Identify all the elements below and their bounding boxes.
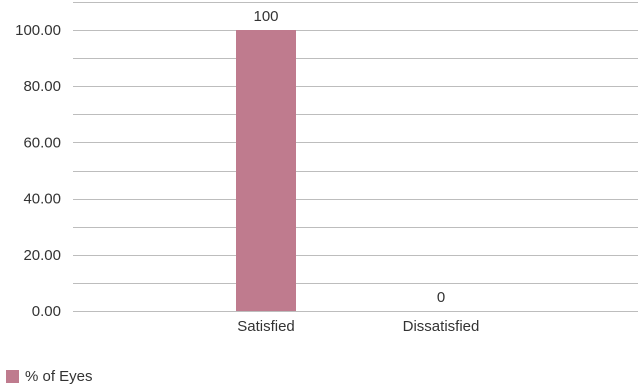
y-tick-label: 100.00 (15, 22, 61, 39)
legend-label: % of Eyes (25, 368, 93, 385)
y-tick-label: 60.00 (23, 134, 61, 151)
data-label: 100 (253, 8, 278, 25)
data-label: 0 (437, 289, 445, 306)
y-tick-label: 20.00 (23, 247, 61, 264)
y-tick-label: 0.00 (32, 303, 61, 320)
x-category-label: Satisfied (237, 318, 295, 335)
y-tick-label: 40.00 (23, 191, 61, 208)
legend-swatch (6, 370, 19, 383)
bar (236, 30, 296, 311)
y-tick-label: 80.00 (23, 78, 61, 95)
legend: % of Eyes (6, 368, 93, 385)
x-category-label: Dissatisfied (403, 318, 480, 335)
